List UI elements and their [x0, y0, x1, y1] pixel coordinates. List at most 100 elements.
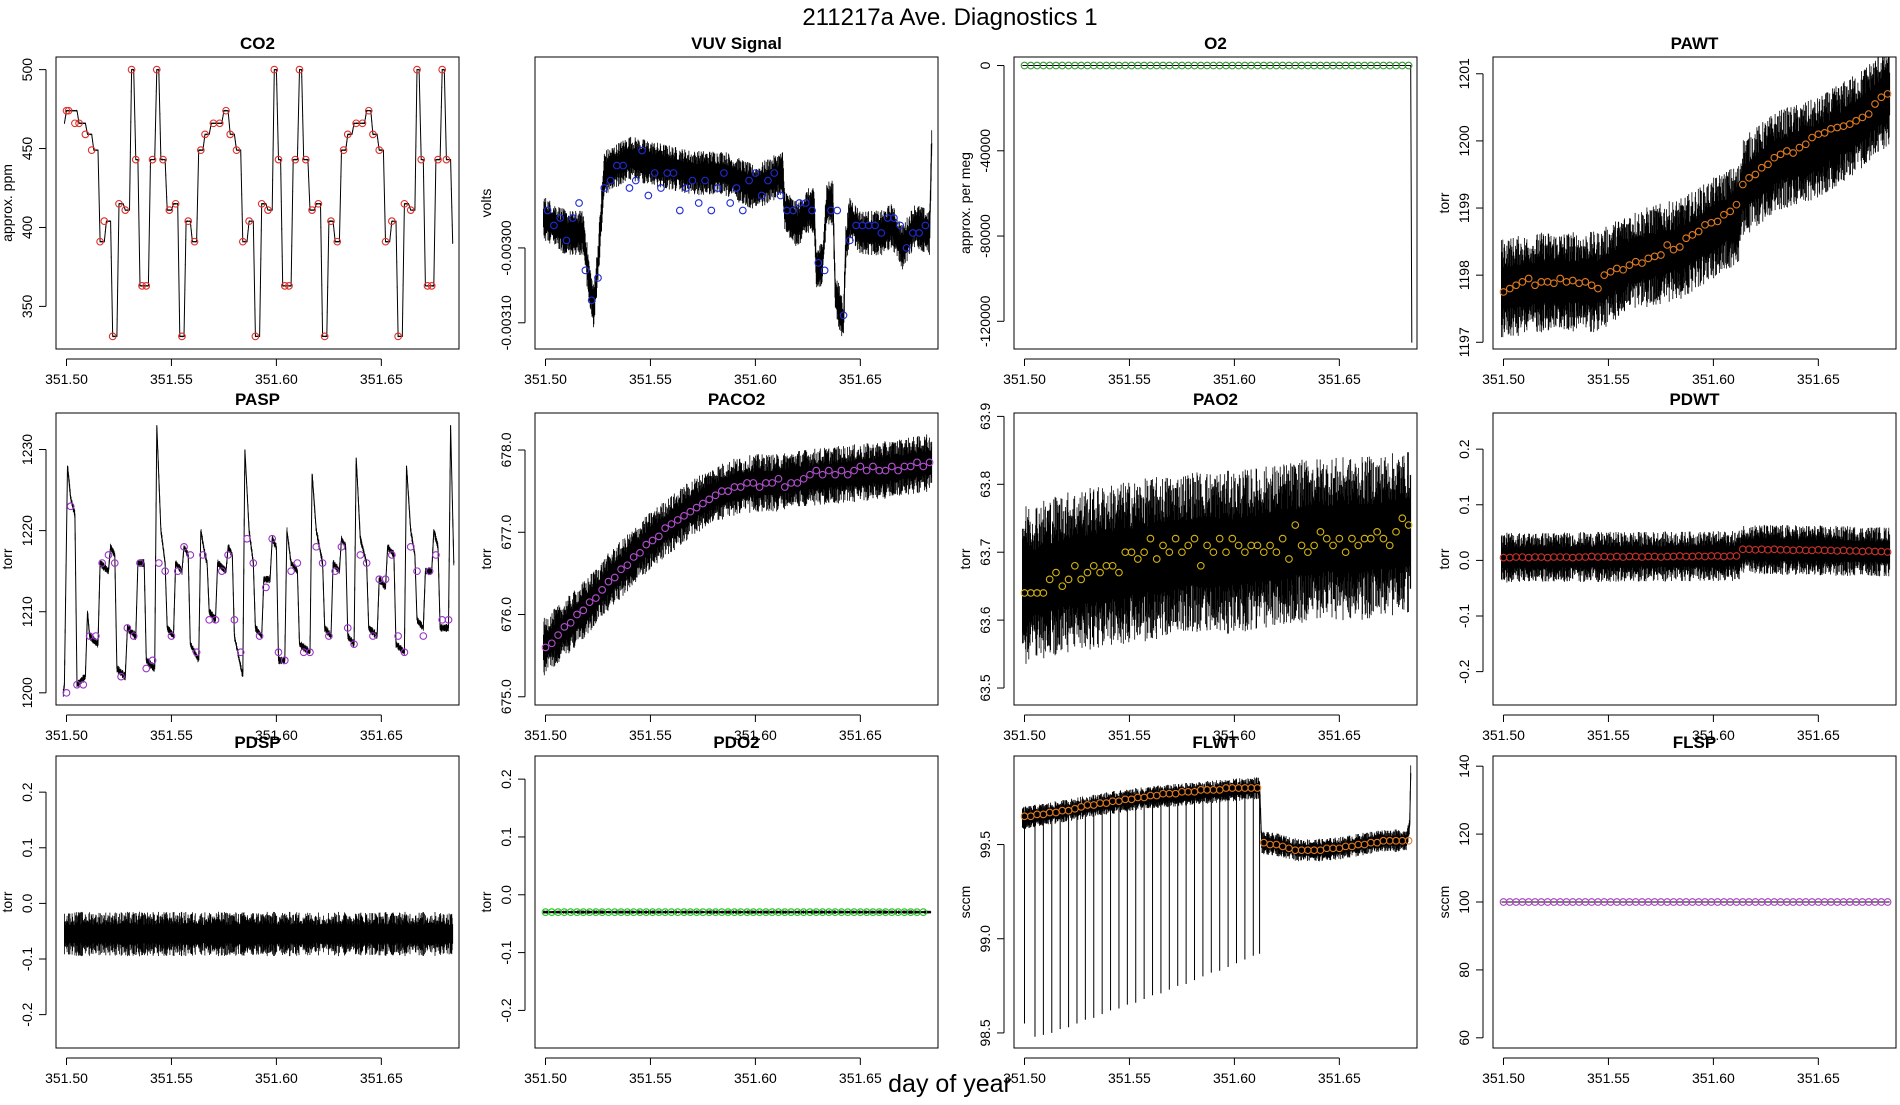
average-marker	[274, 648, 283, 657]
y-axis-label: torr	[1436, 548, 1452, 569]
average-marker	[1556, 274, 1565, 283]
x-tick-label: 351.65	[1797, 371, 1840, 387]
average-marker	[1883, 898, 1892, 906]
x-tick-label: 351.55	[150, 727, 193, 743]
x-tick-label: 351.55	[150, 371, 193, 387]
average-marker	[554, 631, 562, 639]
average-marker	[688, 176, 697, 185]
average-marker	[1215, 534, 1224, 543]
average-marker	[701, 176, 709, 185]
average-marker	[705, 495, 714, 504]
average-marker	[154, 559, 163, 567]
average-marker	[337, 542, 346, 551]
plot-area	[62, 425, 455, 697]
average-marker	[196, 146, 205, 154]
average-marker	[66, 502, 75, 511]
average-marker	[71, 119, 79, 128]
y-axis-label: sccm	[957, 886, 973, 919]
average-marker	[814, 259, 823, 267]
average-marker	[1316, 527, 1325, 536]
average-marker	[1512, 281, 1520, 290]
panel-title: PASP	[235, 390, 280, 409]
average-marker	[839, 311, 848, 320]
y-axis-label: approx. ppm	[0, 164, 15, 242]
average-marker	[387, 551, 396, 559]
average-marker	[224, 551, 232, 559]
average-marker	[1568, 276, 1577, 285]
average-marker	[617, 565, 625, 574]
average-marker	[896, 221, 905, 230]
y-axis-label: torr	[0, 891, 15, 912]
average-marker	[619, 161, 628, 170]
average-marker	[186, 551, 195, 559]
average-marker	[255, 632, 264, 640]
y-tick-label: 1230	[19, 434, 35, 465]
average-marker	[738, 206, 747, 215]
y-tick-label: 450	[19, 137, 35, 161]
x-tick-label: 351.50	[1482, 1070, 1525, 1086]
average-marker	[131, 155, 140, 164]
average-marker	[1625, 261, 1634, 269]
average-marker	[249, 559, 258, 567]
chart-panel-co2: CO2 351.50 351.55 351.60 351.65 350 400 450 500 a…	[0, 34, 460, 387]
y-tick-label: 100	[1456, 890, 1472, 914]
average-marker	[631, 176, 640, 185]
average-marker	[87, 146, 96, 154]
average-marker	[1052, 568, 1060, 577]
average-marker	[1297, 541, 1306, 550]
y-tick-label: 0.0	[1456, 550, 1472, 570]
average-marker	[274, 155, 283, 164]
average-marker	[419, 632, 428, 640]
y-tick-label: 1200	[19, 677, 35, 708]
plot-frame	[55, 412, 460, 706]
average-marker	[1600, 271, 1609, 280]
average-marker	[152, 65, 161, 74]
y-tick-label: 0.1	[498, 827, 514, 847]
y-tick-label: 675.0	[498, 679, 514, 714]
average-marker	[136, 559, 144, 567]
average-marker	[887, 462, 896, 471]
x-tick-label: 351.55	[629, 727, 672, 743]
average-marker	[604, 577, 613, 586]
average-marker	[1272, 548, 1281, 557]
average-marker	[1291, 521, 1300, 529]
y-tick-label: -0.00300	[498, 220, 514, 275]
average-marker	[890, 214, 898, 222]
average-marker	[1392, 527, 1400, 536]
y-tick-label: 63.8	[977, 470, 993, 497]
average-marker	[673, 516, 682, 524]
average-marker	[906, 462, 915, 471]
x-tick-label: 351.55	[150, 1070, 193, 1086]
average-marker	[1877, 93, 1886, 102]
average-marker	[1159, 541, 1167, 550]
average-marker	[1581, 278, 1590, 286]
average-marker	[96, 237, 104, 246]
average-marker	[648, 536, 657, 545]
average-marker	[159, 155, 167, 164]
y-tick-label: 0.0	[498, 885, 514, 905]
average-marker	[751, 169, 760, 177]
average-marker	[201, 130, 209, 139]
plot-frame	[1013, 56, 1418, 350]
average-marker	[1404, 836, 1413, 845]
x-tick-label: 351.50	[1003, 727, 1046, 743]
plot-area	[1499, 524, 1892, 583]
average-marker	[1152, 555, 1161, 563]
average-marker	[1864, 110, 1873, 118]
average-marker	[230, 615, 239, 624]
average-marker	[1385, 541, 1394, 550]
average-marker	[232, 146, 241, 154]
average-marker	[610, 573, 619, 582]
average-marker	[1688, 231, 1697, 239]
average-marker	[1196, 561, 1205, 570]
chart-panel-paco2: PACO2 351.50 351.55 351.60 351.65 675.0 676.0 6…	[478, 390, 939, 743]
x-tick-label: 351.50	[45, 371, 88, 387]
y-tick-label: -0.1	[19, 947, 35, 971]
average-marker	[843, 470, 852, 479]
average-marker	[75, 119, 83, 128]
average-marker	[1594, 284, 1602, 293]
average-marker	[915, 229, 923, 237]
chart-panel-pasp: PASP 351.50 351.55 351.60 351.65 1200 1210 1220…	[0, 390, 460, 743]
average-marker	[799, 474, 808, 483]
average-marker	[236, 648, 245, 657]
